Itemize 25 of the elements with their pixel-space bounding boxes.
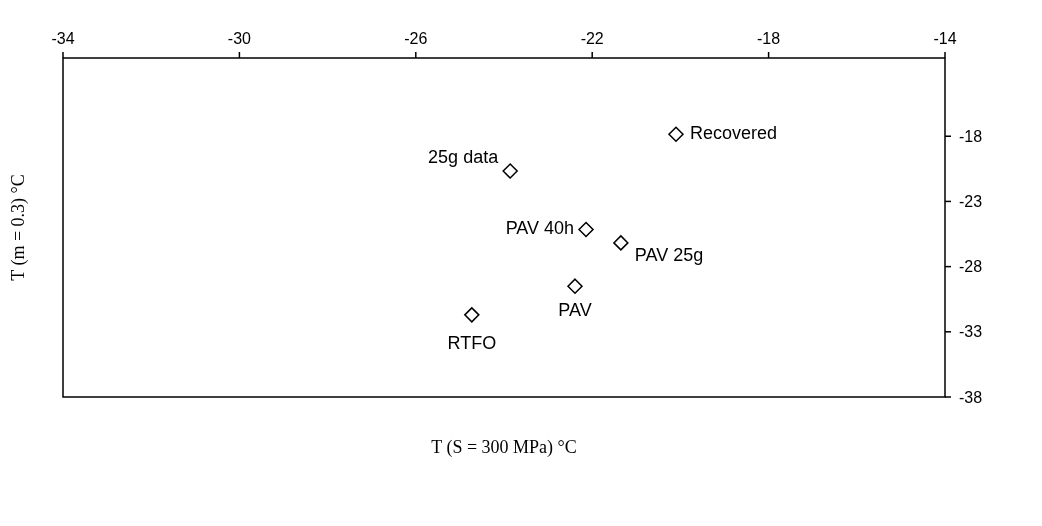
annotation: Recovered [689, 123, 778, 144]
y-tick-label: -23 [959, 193, 983, 211]
annotation: RTFO [447, 332, 497, 353]
point [613, 235, 629, 251]
annotation: PAV [558, 300, 592, 321]
point [502, 163, 518, 179]
x-tick-label: -22 [580, 30, 604, 47]
y-tick-label: -33 [959, 323, 983, 341]
point [567, 278, 583, 294]
point [668, 126, 684, 143]
x-tick-label: -34 [51, 30, 75, 47]
x-axis-title: T (S = 300 MPa) °C [431, 437, 577, 458]
annotation: PAV 25g [634, 244, 704, 265]
annotation: PAV 40h [505, 218, 575, 239]
annotation: 25g data [428, 147, 500, 168]
y-tick-label: -28 [959, 258, 983, 276]
x-tick-label: -26 [404, 30, 428, 47]
x-tick-label: -18 [757, 30, 781, 47]
y-tick-label: -38 [959, 388, 983, 406]
x-tick-label: -14 [933, 30, 957, 47]
point [578, 221, 594, 238]
y-axis-title: T (m = 0.3) °C [8, 174, 29, 281]
x-tick-label: -30 [227, 30, 252, 47]
y-tick-label: -18 [959, 127, 983, 145]
point [464, 307, 480, 323]
